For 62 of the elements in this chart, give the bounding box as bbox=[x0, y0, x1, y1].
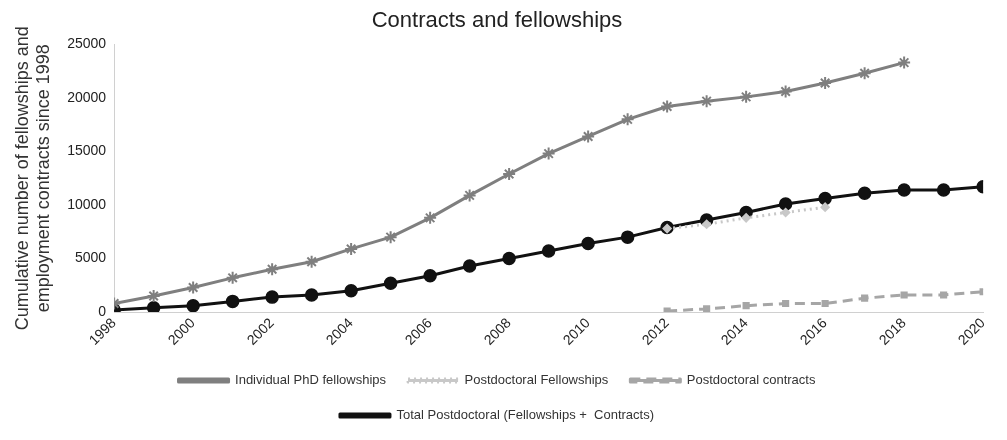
point bbox=[462, 259, 477, 273]
point bbox=[701, 219, 712, 230]
point bbox=[620, 230, 635, 244]
point bbox=[778, 84, 793, 99]
point bbox=[861, 294, 869, 302]
y-tick-label: 15000 bbox=[67, 142, 107, 159]
legend-label: Individual PhD fellowships bbox=[235, 372, 387, 388]
point bbox=[821, 299, 829, 308]
point bbox=[186, 298, 200, 313]
point bbox=[857, 186, 872, 200]
point bbox=[423, 210, 438, 225]
y-tick-label: 5000 bbox=[74, 249, 107, 266]
point bbox=[739, 89, 754, 104]
point bbox=[225, 294, 240, 309]
point bbox=[581, 236, 595, 251]
y-tick-label: 0 bbox=[98, 302, 107, 319]
point bbox=[225, 270, 240, 285]
legend-label: Total Postdoctoral (Fellowships + Contracts) bbox=[396, 407, 655, 423]
point bbox=[897, 55, 912, 70]
point bbox=[344, 283, 358, 298]
chart-title: Contracts and fellowships bbox=[371, 7, 623, 33]
point bbox=[581, 129, 596, 144]
point bbox=[265, 290, 279, 304]
point bbox=[304, 288, 319, 302]
y-tick-label: 20000 bbox=[67, 88, 107, 105]
point bbox=[663, 307, 671, 313]
point bbox=[778, 197, 793, 211]
point bbox=[818, 191, 832, 206]
point bbox=[423, 268, 437, 283]
point bbox=[265, 262, 280, 277]
point bbox=[699, 94, 714, 109]
point bbox=[502, 251, 516, 266]
point bbox=[897, 183, 911, 197]
point bbox=[502, 166, 517, 181]
point bbox=[462, 188, 477, 203]
point bbox=[857, 66, 872, 81]
point bbox=[383, 230, 398, 245]
point bbox=[936, 183, 951, 197]
point bbox=[940, 291, 948, 299]
point bbox=[703, 305, 711, 313]
y-axis-title: Cumulative number of fellowships and employment contracts since 1998 bbox=[11, 26, 54, 331]
point bbox=[146, 301, 161, 313]
point bbox=[900, 291, 908, 299]
legend-label: Postdoctoral contracts bbox=[686, 372, 816, 388]
point bbox=[541, 146, 556, 161]
point bbox=[383, 276, 398, 290]
point bbox=[782, 299, 790, 308]
point bbox=[146, 289, 161, 304]
point bbox=[660, 99, 675, 114]
point bbox=[541, 244, 556, 258]
point bbox=[820, 202, 830, 212]
point bbox=[741, 213, 751, 223]
point bbox=[818, 75, 833, 90]
point bbox=[304, 254, 319, 269]
point bbox=[780, 207, 791, 218]
y-tick-label: 10000 bbox=[67, 195, 107, 212]
point bbox=[344, 241, 359, 256]
point bbox=[620, 112, 635, 127]
point bbox=[742, 302, 750, 310]
point bbox=[186, 280, 201, 295]
y-tick-label: 25000 bbox=[67, 35, 107, 52]
legend-label: Postdoctoral Fellowships bbox=[464, 372, 609, 388]
